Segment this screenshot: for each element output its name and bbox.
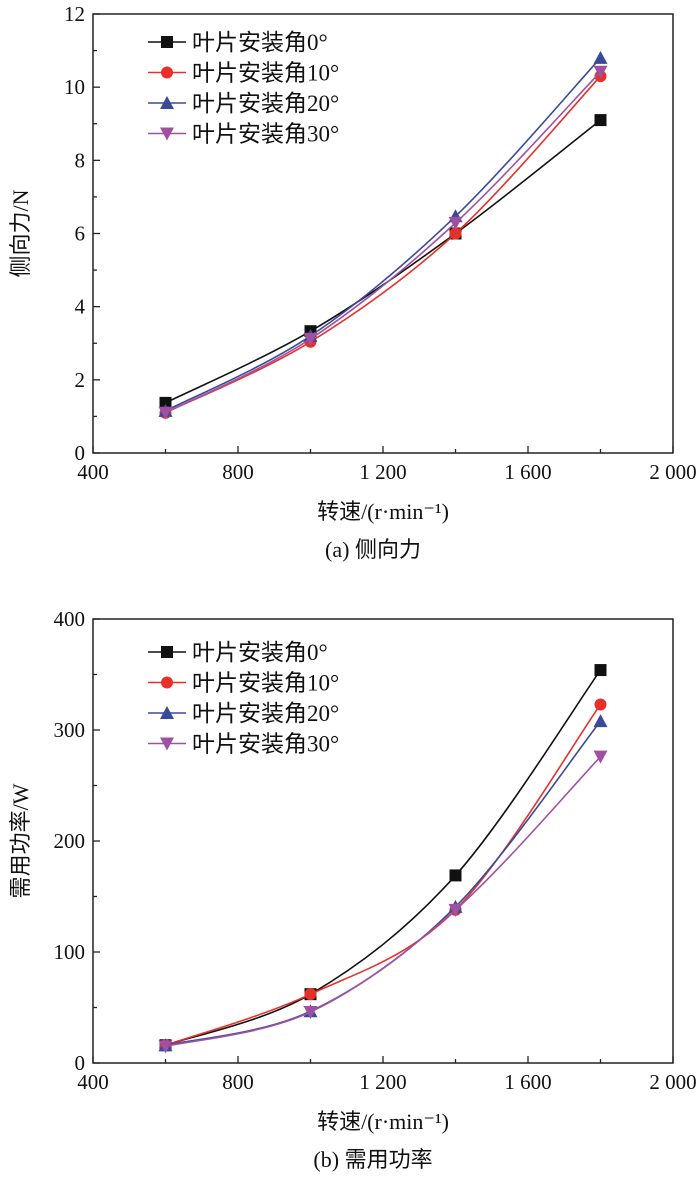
data-point bbox=[594, 664, 607, 677]
chart-caption: (b) 需用功率 bbox=[313, 1147, 432, 1172]
data-point bbox=[448, 216, 463, 230]
series-3 bbox=[158, 750, 608, 1054]
data-point bbox=[593, 65, 608, 79]
legend: 叶片安装角0° 叶片安装角10° 叶片安装角20° 叶片安装角30° bbox=[148, 640, 339, 757]
y-tick-label: 100 bbox=[54, 940, 86, 964]
x-tick-label: 1 200 bbox=[359, 1070, 406, 1094]
data-point bbox=[158, 1040, 173, 1054]
series-line bbox=[165, 720, 602, 1047]
y-axis-label: 需用功率/W bbox=[8, 783, 33, 898]
y-tick-label: 10 bbox=[64, 75, 85, 99]
legend-item: 叶片安装角0° bbox=[148, 640, 328, 665]
legend-label: 叶片安装角0° bbox=[192, 640, 328, 665]
legend-item: 叶片安装角20° bbox=[148, 701, 339, 726]
x-tick-label: 400 bbox=[77, 1070, 109, 1094]
x-tick-label: 400 bbox=[77, 460, 109, 484]
legend-item: 叶片安装角10° bbox=[148, 671, 339, 696]
chart-b-required-power: 400 800 1 200 1 600 2 000 0 100 200 300 400 转速/(r·… bbox=[8, 607, 697, 1172]
y-tick-label: 200 bbox=[54, 829, 86, 853]
y-tick-label: 0 bbox=[75, 1051, 86, 1075]
y-tick-label: 400 bbox=[54, 607, 86, 631]
data-point bbox=[593, 750, 608, 764]
data-point bbox=[159, 396, 172, 409]
x-tick-label: 1 200 bbox=[359, 460, 406, 484]
y-tick-label: 12 bbox=[64, 2, 85, 26]
series-line bbox=[165, 57, 602, 412]
plot-frame bbox=[92, 13, 674, 454]
data-point bbox=[449, 869, 462, 882]
series-line bbox=[165, 71, 602, 414]
data-point bbox=[303, 1005, 318, 1019]
data-point bbox=[594, 114, 607, 127]
y-tick-label: 6 bbox=[75, 222, 86, 246]
legend-marker bbox=[161, 646, 173, 658]
series-line bbox=[165, 669, 602, 1046]
data-point bbox=[449, 227, 462, 240]
legend-label: 叶片安装角10° bbox=[192, 671, 339, 696]
chart-caption: (a) 侧向力 bbox=[325, 537, 421, 562]
legend-label: 叶片安装角30° bbox=[192, 732, 339, 757]
legend-label: 叶片安装角20° bbox=[192, 701, 339, 726]
x-tick-label: 1 600 bbox=[504, 1070, 551, 1094]
x-axis-label: 转速/(r·min⁻¹) bbox=[317, 499, 449, 524]
legend-item: 叶片安装角30° bbox=[148, 122, 339, 147]
y-tick-label: 4 bbox=[75, 295, 86, 319]
y-tick-label: 300 bbox=[54, 718, 86, 742]
data-point bbox=[448, 903, 463, 917]
legend-marker bbox=[161, 676, 173, 689]
x-tick-label: 800 bbox=[222, 460, 254, 484]
legend-item: 叶片安装角10° bbox=[148, 61, 339, 86]
data-point bbox=[158, 406, 173, 420]
legend-marker bbox=[160, 737, 174, 751]
series-3 bbox=[158, 65, 608, 420]
data-point bbox=[304, 988, 317, 1001]
series-line bbox=[165, 756, 602, 1048]
legend-item: 叶片安装角30° bbox=[148, 732, 339, 757]
series-line bbox=[165, 704, 602, 1046]
x-axis-label: 转速/(r·min⁻¹) bbox=[317, 1109, 449, 1134]
legend-item: 叶片安装角20° bbox=[148, 91, 339, 116]
y-axis-label: 侧向力/N bbox=[8, 189, 33, 277]
legend-label: 叶片安装角0° bbox=[192, 30, 328, 55]
chart-a-side-force: 400 800 1 200 1 600 2 000 0 2 4 6 8 10 12 转速/(r·min⁻… bbox=[8, 2, 697, 562]
y-tick-label: 0 bbox=[75, 441, 86, 465]
series-line bbox=[165, 75, 602, 414]
y-tick-label: 8 bbox=[75, 148, 86, 172]
x-tick-label: 2 000 bbox=[649, 1070, 696, 1094]
legend-marker bbox=[160, 127, 174, 141]
legend-marker bbox=[160, 706, 174, 719]
data-point bbox=[303, 332, 318, 346]
legend-marker bbox=[160, 96, 174, 109]
series-0 bbox=[159, 114, 607, 409]
x-tick-label: 2 000 bbox=[649, 460, 696, 484]
plot-frame bbox=[92, 618, 674, 1064]
legend-marker bbox=[161, 66, 173, 79]
legend-label: 叶片安装角30° bbox=[192, 122, 339, 147]
x-tick-label: 800 bbox=[222, 1070, 254, 1094]
series-line bbox=[165, 119, 601, 404]
legend: 叶片安装角0° 叶片安装角10° 叶片安装角20° 叶片安装角30° bbox=[148, 30, 339, 147]
series-2 bbox=[158, 714, 608, 1052]
data-point bbox=[593, 50, 608, 64]
y-tick-label: 2 bbox=[75, 368, 86, 392]
x-tick-label: 1 600 bbox=[504, 460, 551, 484]
legend-marker bbox=[161, 36, 173, 48]
legend-label: 叶片安装角10° bbox=[192, 61, 339, 86]
legend-item: 叶片安装角0° bbox=[148, 30, 328, 55]
data-point bbox=[593, 714, 608, 728]
data-point bbox=[594, 698, 607, 711]
legend-label: 叶片安装角20° bbox=[192, 91, 339, 116]
